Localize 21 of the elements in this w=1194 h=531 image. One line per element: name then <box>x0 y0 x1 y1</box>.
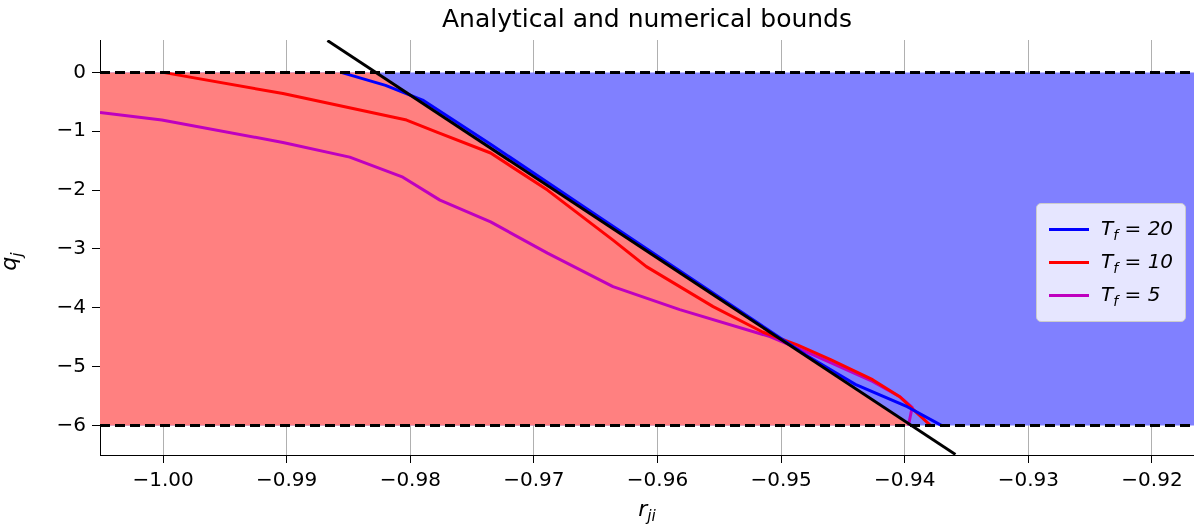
legend-label: T$_{f}$ = 20 <box>1101 216 1174 243</box>
y-tick-label: −6 <box>56 411 86 436</box>
y-tick-label: −4 <box>56 294 86 319</box>
x-axis-title: r$_{ji}$ <box>637 496 657 526</box>
y-tick-label: −1 <box>56 117 86 142</box>
legend-label: T$_{f}$ = 5 <box>1101 282 1161 309</box>
legend-label: T$_{f}$ = 10 <box>1101 249 1174 276</box>
x-tick-label: −0.95 <box>750 467 812 492</box>
y-tick-label: −5 <box>56 352 86 377</box>
x-tick-label: −0.96 <box>626 467 689 492</box>
x-tick-label: −0.94 <box>874 467 936 492</box>
x-tick-label: −0.98 <box>379 467 441 492</box>
x-tick-label: −0.92 <box>1121 467 1183 492</box>
chart-title: Analytical and numerical bounds <box>440 4 853 33</box>
y-tick-label: −3 <box>56 235 86 260</box>
y-tick-label: 0 <box>73 58 86 83</box>
y-tick-label: −2 <box>56 176 86 201</box>
x-tick-label: −1.00 <box>132 467 194 492</box>
x-tick-label: −0.99 <box>256 467 318 492</box>
x-tick-label: −0.97 <box>503 467 565 492</box>
x-tick-label: −0.93 <box>997 467 1059 492</box>
